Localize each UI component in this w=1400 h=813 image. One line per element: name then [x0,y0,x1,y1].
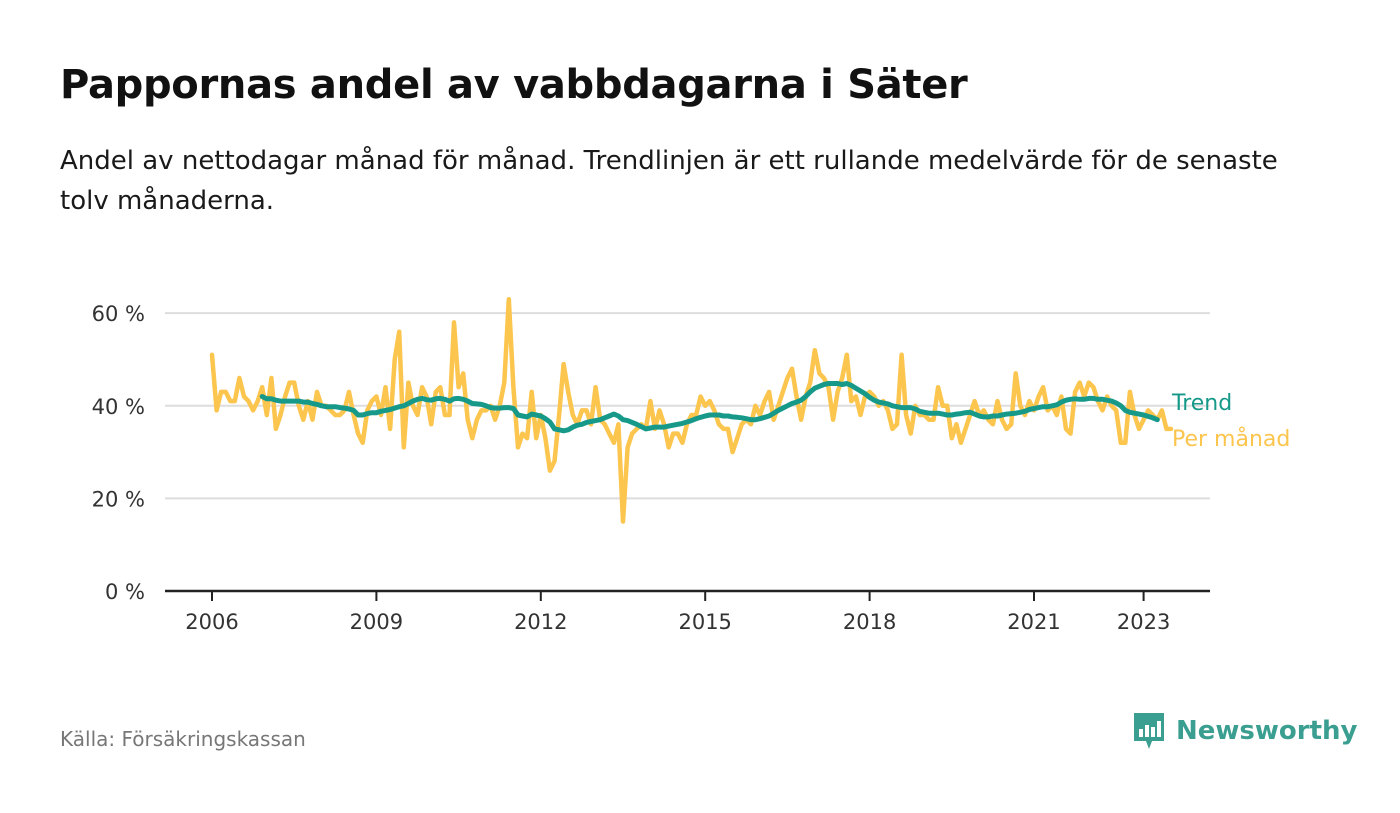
x-tick-label: 2023 [1117,610,1170,634]
series-label: Trend [1171,391,1232,416]
y-tick-label: 60 % [92,302,145,326]
brand-name: Newsworthy [1176,716,1358,746]
x-tick-label: 2009 [350,610,403,634]
axis-layer [165,589,1210,601]
y-tick-label: 40 % [92,395,145,419]
y-tick-label: 0 % [105,580,145,604]
series-layer [209,297,1174,524]
brand-logo: Newsworthy [1132,711,1357,751]
x-tick-label: 2018 [843,610,896,634]
series-label: Per månad [1172,426,1290,452]
newsworthy-logo-icon [1134,713,1164,749]
series-line-per-manad [209,297,1174,524]
label-layer: 0 % 20 % 40 % 60 % 2006 2009 2012 2015 2018 2021 2… [92,302,1291,634]
x-tick-label: 2021 [1007,610,1060,634]
chart-title: Pappornas andel av vabbdagarna i Säter [60,62,968,108]
source-note: Källa: Försäkringskassan [60,727,306,751]
series-line-trend [259,381,1160,434]
x-tick-label: 2015 [678,610,731,634]
y-tick-label: 20 % [92,487,145,511]
x-tick-label: 2006 [185,610,238,634]
chart-subtitle: Andel av nettodagar månad för månad. Tre… [60,146,1278,216]
x-tick-label: 2012 [514,610,567,634]
